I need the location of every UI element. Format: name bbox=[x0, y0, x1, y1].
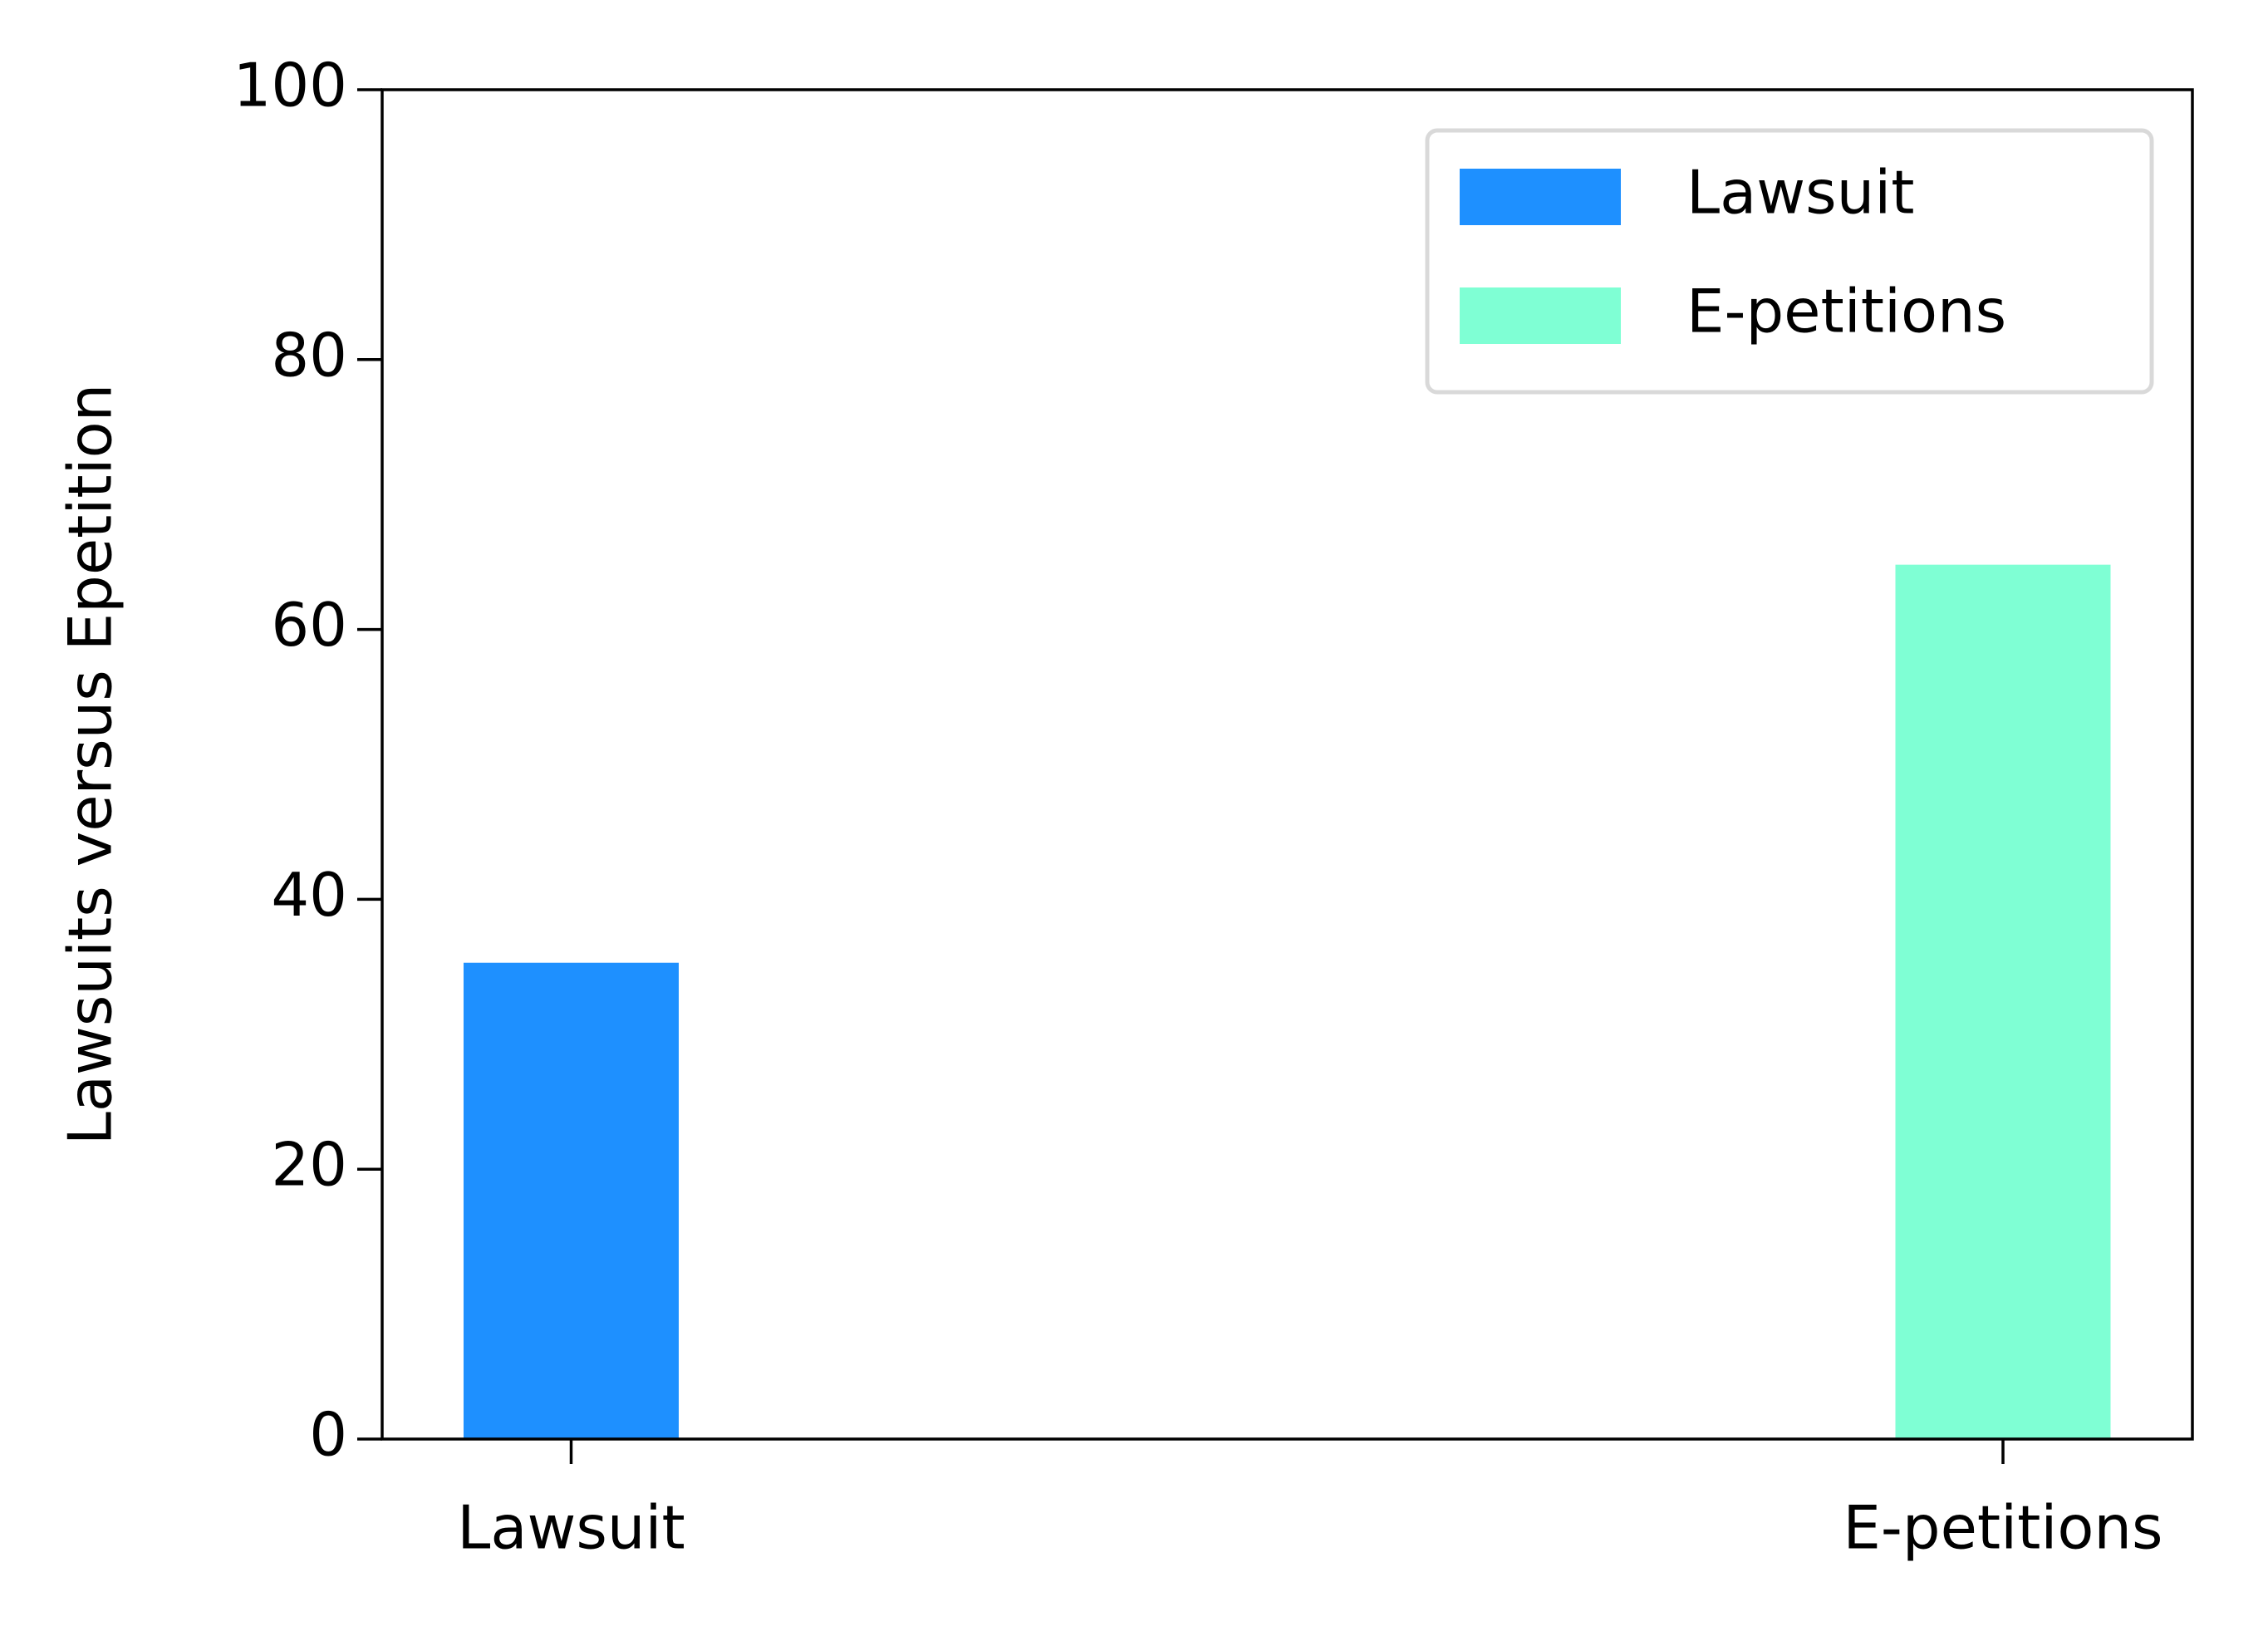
bar bbox=[1895, 564, 2111, 1440]
legend-swatch bbox=[1460, 169, 1621, 225]
legend-label: E-petitions bbox=[1686, 277, 2006, 346]
y-tick-label: 100 bbox=[233, 51, 347, 120]
legend-swatch bbox=[1460, 287, 1621, 344]
y-tick-label: 60 bbox=[271, 590, 347, 660]
y-axis-label: Lawsuits versus Epetition bbox=[56, 384, 125, 1146]
y-tick-label: 20 bbox=[271, 1130, 347, 1200]
x-tick-label: Lawsuit bbox=[457, 1493, 685, 1563]
legend-label: Lawsuit bbox=[1686, 158, 1915, 228]
y-tick-label: 40 bbox=[271, 860, 347, 930]
plot-frame bbox=[380, 88, 2194, 1441]
y-tick-label: 80 bbox=[271, 320, 347, 390]
bar bbox=[464, 962, 679, 1439]
y-tick-label: 0 bbox=[309, 1400, 347, 1470]
x-tick-label: E-petitions bbox=[1843, 1493, 2162, 1563]
